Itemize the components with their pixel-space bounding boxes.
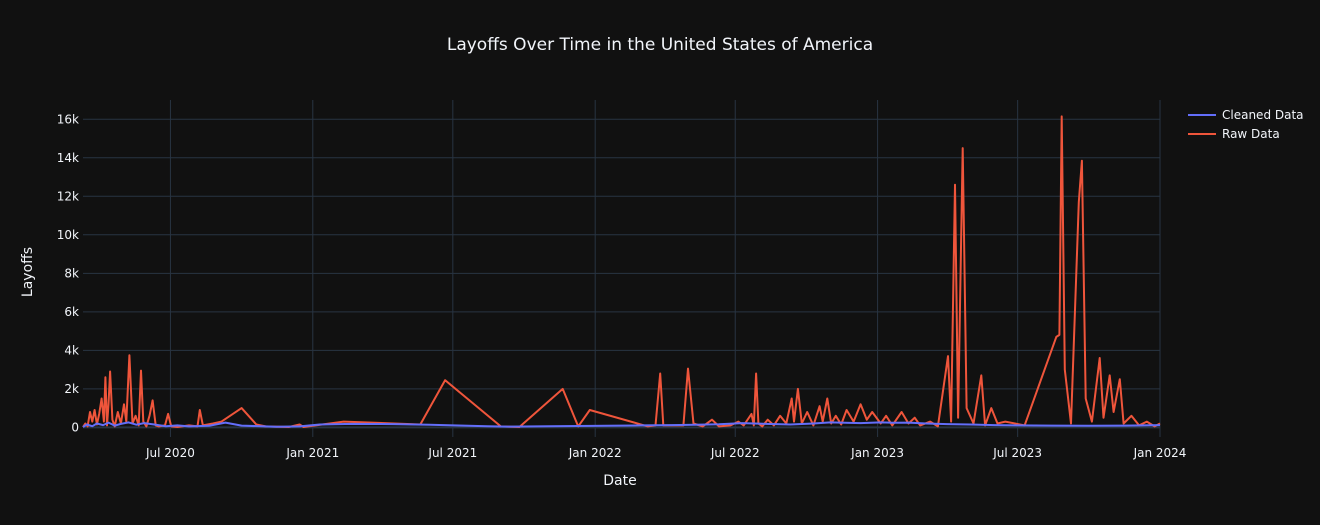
legend-item-cleaned-data[interactable]: Cleaned Data xyxy=(1188,108,1304,122)
y-tick-label: 10k xyxy=(57,228,79,242)
y-tick-label: 2k xyxy=(64,382,79,396)
y-tick-label: 14k xyxy=(57,151,79,165)
y-axis-title: Layoffs xyxy=(20,247,36,297)
x-tick-label: Jul 2020 xyxy=(145,446,195,460)
gridlines xyxy=(83,100,1161,437)
x-tick-label: Jul 2022 xyxy=(710,446,760,460)
series-line-raw-data xyxy=(82,115,1161,428)
legend-label: Raw Data xyxy=(1222,127,1280,141)
legend[interactable]: Cleaned Data Raw Data xyxy=(1188,108,1304,141)
series-line-cleaned-data xyxy=(82,421,1161,428)
x-tick-label: Jan 2021 xyxy=(285,446,339,460)
x-tick-label: Jul 2021 xyxy=(427,446,477,460)
x-axis-ticks: Jul 2020 Jan 2021 Jul 2021 Jan 2022 Jul 2022… xyxy=(145,446,1186,460)
legend-item-raw-data[interactable]: Raw Data xyxy=(1188,127,1280,141)
x-tick-label: Jan 2022 xyxy=(568,446,622,460)
y-axis-ticks: 0 2k 4k 6k 8k 10k 12k 14k 16k xyxy=(57,112,79,434)
y-tick-label: 4k xyxy=(64,343,79,357)
y-tick-label: 8k xyxy=(64,266,79,280)
y-tick-label: 6k xyxy=(64,305,79,319)
legend-label: Cleaned Data xyxy=(1222,108,1304,122)
x-tick-label: Jan 2023 xyxy=(850,446,904,460)
series-layer xyxy=(82,115,1161,428)
chart-title: Layoffs Over Time in the United States o… xyxy=(447,35,873,55)
y-tick-label: 12k xyxy=(57,189,79,203)
y-tick-label: 16k xyxy=(57,112,79,126)
x-tick-label: Jan 2024 xyxy=(1133,446,1187,460)
x-axis-title: Date xyxy=(603,473,636,489)
x-tick-label: Jul 2023 xyxy=(992,446,1042,460)
y-tick-label: 0 xyxy=(71,420,79,434)
